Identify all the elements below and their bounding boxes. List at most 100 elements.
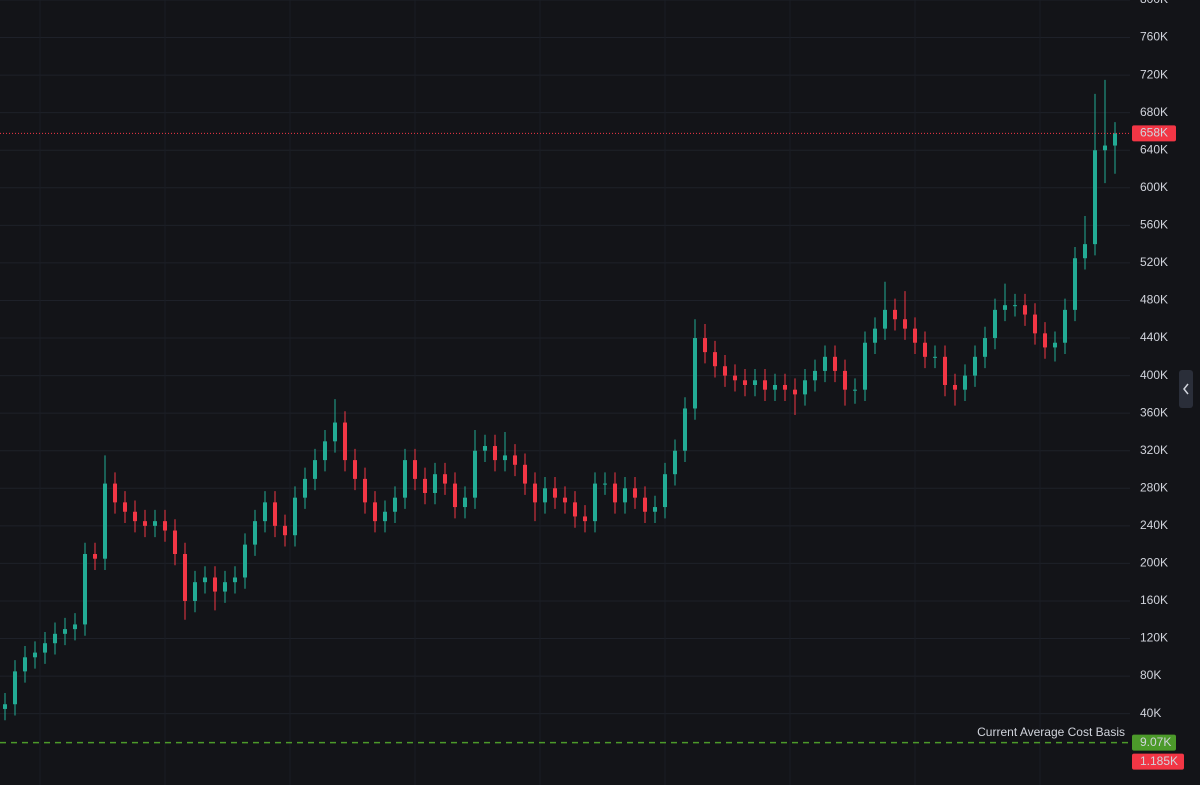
candle-body <box>613 483 617 503</box>
y-tick-label: 480K <box>1140 293 1168 307</box>
candle-body <box>643 497 647 512</box>
candle-body <box>1033 314 1037 334</box>
candle-body <box>473 450 477 498</box>
price-label: 658K <box>1140 126 1168 140</box>
candle-body <box>903 319 907 329</box>
y-tick-label: 400K <box>1140 368 1168 382</box>
candle-body <box>113 483 117 503</box>
candle-body <box>653 507 657 512</box>
y-tick-label: 240K <box>1140 518 1168 532</box>
candle-body <box>333 422 337 442</box>
candle-body <box>23 657 27 672</box>
candle-body <box>343 422 347 461</box>
candle-body <box>963 375 967 390</box>
candle-body <box>263 502 267 522</box>
y-tick-label: 280K <box>1140 480 1168 494</box>
candle-body <box>283 525 287 536</box>
y-tick-label: 800K <box>1140 0 1168 6</box>
candle-body <box>793 389 797 395</box>
candle-body <box>1063 309 1067 343</box>
candle-body <box>763 380 767 390</box>
grid <box>0 0 1130 785</box>
y-tick-label: 440K <box>1140 330 1168 344</box>
candle-body <box>453 483 457 508</box>
candle-body <box>723 366 727 376</box>
candle-body <box>593 483 597 522</box>
candle-body <box>373 502 377 522</box>
candle-body <box>1083 244 1087 259</box>
y-tick-label: 720K <box>1140 67 1168 81</box>
candle-body <box>43 643 47 653</box>
y-tick-label: 640K <box>1140 142 1168 156</box>
candle-body <box>153 521 157 526</box>
candle-body <box>173 530 177 555</box>
candle-body <box>183 554 187 601</box>
candle-body <box>163 521 167 531</box>
candle-body <box>383 511 387 522</box>
candle-body <box>503 455 507 461</box>
candle-body <box>213 577 217 592</box>
candle-body <box>533 483 537 503</box>
candle-body <box>1053 342 1057 348</box>
candle-body <box>783 384 787 390</box>
candle-body <box>973 356 977 376</box>
candle-body <box>603 483 607 485</box>
candle-body <box>523 464 527 484</box>
candle-body <box>813 370 817 381</box>
candle-body <box>363 478 367 503</box>
candle-body <box>493 446 497 461</box>
candle-body <box>693 338 697 409</box>
candle-body <box>683 408 687 451</box>
candle-body <box>1043 333 1047 348</box>
candle-body <box>1113 133 1117 146</box>
candle-body <box>893 309 897 320</box>
candle-body <box>1103 145 1107 151</box>
candle-body <box>873 328 877 343</box>
candle-body <box>623 488 627 503</box>
candle-body <box>1023 305 1027 315</box>
y-tick-label: 40K <box>1140 706 1161 720</box>
y-tick-label: 320K <box>1140 443 1168 457</box>
y-tick-label: 680K <box>1140 105 1168 119</box>
candle-body <box>313 460 317 479</box>
candle-body <box>943 356 947 385</box>
cost-basis-label-box <box>1132 734 1176 751</box>
candle-body <box>393 497 397 512</box>
candle-body <box>413 460 417 479</box>
candle-body <box>1093 150 1097 245</box>
y-tick-label: 560K <box>1140 218 1168 232</box>
candle-body <box>713 352 717 367</box>
candle-body <box>323 441 327 461</box>
candle-body <box>703 338 707 353</box>
candle-body <box>403 460 407 498</box>
candle-body <box>573 502 577 517</box>
candle-body <box>1013 305 1017 307</box>
candle-body <box>253 521 257 545</box>
y-tick-label: 160K <box>1140 593 1168 607</box>
candle-body <box>103 483 107 559</box>
cost-basis-label: 9.07K <box>1140 735 1171 749</box>
candle-body <box>833 356 837 371</box>
candle-body <box>663 474 667 508</box>
candle-body <box>513 455 517 465</box>
candle-body <box>303 478 307 498</box>
candle-body <box>133 511 137 522</box>
collapse-button[interactable] <box>1179 370 1193 408</box>
candle-body <box>83 554 87 625</box>
candle-body <box>773 384 777 390</box>
candle-body <box>433 474 437 493</box>
candle-body <box>93 554 97 559</box>
candle-body <box>353 460 357 479</box>
candle-body <box>143 521 147 526</box>
candle-body <box>53 633 57 644</box>
volume-label: 1.185K <box>1140 754 1178 768</box>
candle-body <box>483 446 487 451</box>
candle-body <box>463 497 467 508</box>
y-tick-label: 600K <box>1140 180 1168 194</box>
plot: Current Average Cost Basis <box>0 79 1130 744</box>
candle-body <box>73 624 77 630</box>
candle-body <box>883 309 887 329</box>
candle-body <box>673 450 677 475</box>
candle-body <box>63 629 67 634</box>
